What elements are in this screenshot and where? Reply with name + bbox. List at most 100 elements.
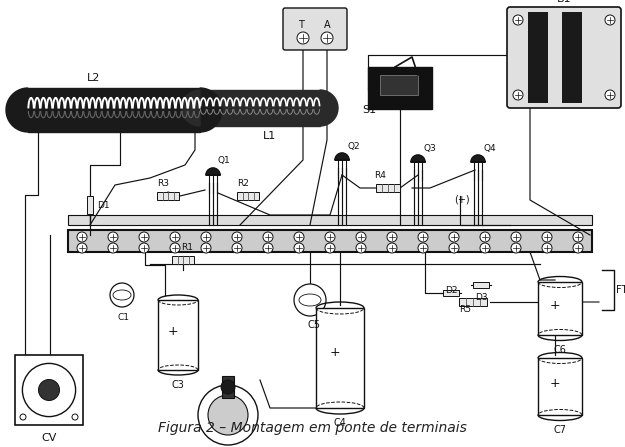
Polygon shape [182, 90, 200, 126]
Text: +: + [168, 325, 178, 338]
Circle shape [513, 15, 523, 25]
Circle shape [511, 243, 521, 253]
Circle shape [325, 243, 335, 253]
Circle shape [198, 385, 258, 445]
Bar [459, 298, 487, 306]
Text: R1: R1 [181, 243, 193, 252]
Text: Figura 2 – Montagem em ponte de terminais: Figura 2 – Montagem em ponte de terminai… [158, 421, 466, 435]
Circle shape [232, 243, 242, 253]
Text: Q1: Q1 [218, 156, 231, 165]
Bar [538, 282, 582, 335]
Circle shape [294, 284, 326, 316]
Bar [443, 290, 459, 296]
Circle shape [356, 243, 366, 253]
Bar [200, 90, 320, 126]
Text: Q3: Q3 [423, 143, 436, 152]
Polygon shape [335, 153, 349, 160]
Text: D3: D3 [475, 293, 488, 302]
Bar [68, 215, 592, 225]
Text: A: A [324, 20, 331, 30]
Circle shape [221, 380, 235, 394]
Polygon shape [471, 155, 485, 162]
Circle shape [22, 363, 76, 417]
Text: B1: B1 [557, 0, 571, 4]
Circle shape [605, 90, 615, 100]
Text: D2: D2 [445, 286, 458, 295]
Bar [172, 256, 194, 264]
Text: Q4: Q4 [483, 143, 496, 152]
Circle shape [208, 395, 248, 435]
Text: R5: R5 [459, 305, 471, 314]
FancyBboxPatch shape [507, 7, 621, 108]
Text: D1: D1 [97, 201, 109, 210]
Circle shape [387, 243, 397, 253]
Circle shape [511, 232, 521, 242]
Circle shape [108, 243, 118, 253]
Circle shape [201, 232, 211, 242]
Text: C4: C4 [334, 418, 346, 428]
Polygon shape [6, 88, 28, 132]
Circle shape [139, 232, 149, 242]
Circle shape [418, 232, 428, 242]
Circle shape [170, 232, 180, 242]
Bar [87, 196, 93, 214]
Circle shape [449, 232, 459, 242]
Circle shape [605, 15, 615, 25]
Circle shape [39, 380, 59, 401]
Text: FTE: FTE [616, 285, 625, 295]
Bar [316, 308, 364, 408]
Circle shape [449, 243, 459, 253]
Circle shape [387, 232, 397, 242]
Circle shape [573, 232, 583, 242]
Text: S1: S1 [362, 105, 376, 115]
Circle shape [480, 243, 490, 253]
Bar [368, 67, 432, 109]
Text: C5: C5 [308, 320, 321, 330]
FancyBboxPatch shape [283, 8, 347, 50]
Circle shape [480, 232, 490, 242]
Circle shape [418, 243, 428, 253]
Circle shape [321, 32, 333, 44]
Polygon shape [411, 155, 425, 162]
Circle shape [232, 232, 242, 242]
Text: L1: L1 [263, 131, 277, 141]
Polygon shape [320, 90, 338, 126]
Circle shape [263, 243, 273, 253]
Circle shape [325, 232, 335, 242]
Text: L2: L2 [88, 73, 101, 83]
Bar [473, 282, 489, 288]
Circle shape [297, 32, 309, 44]
Bar [538, 358, 582, 415]
Text: +: + [550, 299, 561, 312]
Bar [562, 12, 582, 103]
Text: (+): (+) [454, 195, 470, 205]
Circle shape [72, 414, 78, 420]
Circle shape [542, 243, 552, 253]
Bar [157, 192, 179, 200]
Bar [158, 300, 198, 370]
Text: R3: R3 [157, 179, 169, 188]
Polygon shape [206, 168, 220, 175]
Circle shape [573, 243, 583, 253]
Text: C7: C7 [554, 425, 566, 435]
Circle shape [294, 243, 304, 253]
Bar [380, 75, 418, 95]
Bar [28, 88, 200, 132]
Text: C3: C3 [171, 380, 184, 390]
Text: R4: R4 [374, 171, 386, 180]
Text: C1: C1 [118, 313, 130, 322]
Circle shape [263, 232, 273, 242]
Circle shape [356, 232, 366, 242]
Circle shape [77, 243, 87, 253]
Bar [222, 376, 234, 398]
Text: +: + [550, 377, 561, 390]
Text: C6: C6 [554, 345, 566, 355]
Polygon shape [200, 88, 222, 132]
Circle shape [77, 232, 87, 242]
Circle shape [170, 243, 180, 253]
Text: +: + [330, 346, 340, 359]
Text: CV: CV [41, 433, 57, 443]
Circle shape [201, 243, 211, 253]
Circle shape [139, 243, 149, 253]
Bar [68, 230, 592, 252]
